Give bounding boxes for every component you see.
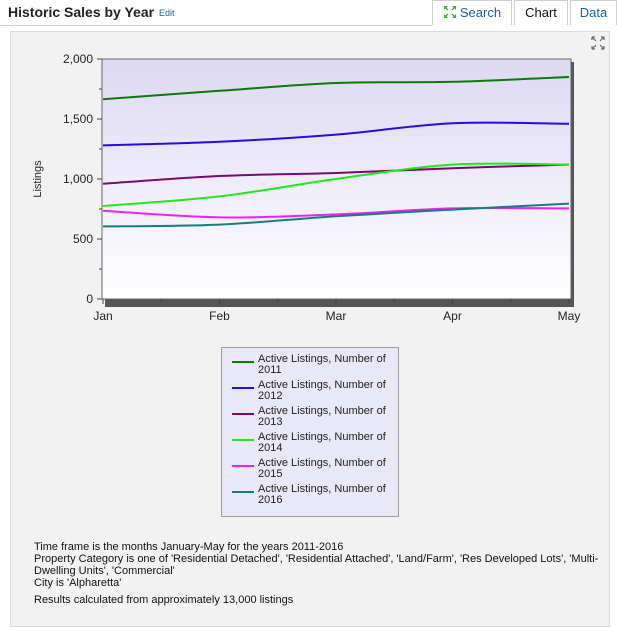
- chart-panel: [10, 31, 610, 627]
- legend-item: Active Listings, Number of 2015: [230, 458, 390, 484]
- legend-swatch: [232, 361, 254, 363]
- edit-title-link[interactable]: Edit: [159, 8, 175, 18]
- tab-data[interactable]: Data: [570, 0, 617, 25]
- fullscreen-expand-icon[interactable]: [590, 35, 606, 51]
- header-divider: [0, 25, 432, 26]
- search-expand-icon: [443, 6, 456, 18]
- legend-swatch: [232, 491, 254, 493]
- footnote-results-count: Results calculated from approximately 13…: [34, 594, 294, 606]
- tab-search-label: Search: [459, 5, 502, 20]
- legend-label: Active Listings, Number of 2013: [258, 405, 386, 428]
- legend-item: Active Listings, Number of 2016: [230, 484, 390, 510]
- legend-label: Active Listings, Number of 2015: [258, 457, 386, 480]
- legend-swatch: [232, 413, 254, 415]
- chart-legend: Active Listings, Number of 2011 Active Li…: [221, 347, 399, 517]
- footnote-city: City is 'Alpharetta': [34, 577, 122, 589]
- legend-swatch: [232, 465, 254, 467]
- legend-swatch: [232, 439, 254, 441]
- legend-item: Active Listings, Number of 2012: [230, 380, 390, 406]
- legend-label: Active Listings, Number of 2016: [258, 483, 386, 506]
- chart-footnotes: Time frame is the months January-May for…: [34, 541, 614, 606]
- legend-label: Active Listings, Number of 2011: [258, 353, 386, 376]
- footnote-property-category: Property Category is one of 'Residential…: [34, 553, 599, 577]
- tab-search[interactable]: Search: [432, 0, 512, 25]
- footnote-timeframe: Time frame is the months January-May for…: [34, 541, 344, 553]
- legend-label: Active Listings, Number of 2012: [258, 379, 386, 402]
- page-title: Historic Sales by Year: [8, 4, 155, 20]
- legend-item: Active Listings, Number of 2011: [230, 354, 390, 380]
- header-bar: Historic Sales by Year Edit Search Chart…: [0, 0, 617, 26]
- legend-swatch: [232, 387, 254, 389]
- legend-item: Active Listings, Number of 2014: [230, 432, 390, 458]
- tab-chart-label: Chart: [525, 5, 557, 20]
- legend-label: Active Listings, Number of 2014: [258, 431, 386, 454]
- tab-chart[interactable]: Chart: [514, 0, 568, 25]
- legend-item: Active Listings, Number of 2013: [230, 406, 390, 432]
- tab-data-label: Data: [579, 5, 608, 20]
